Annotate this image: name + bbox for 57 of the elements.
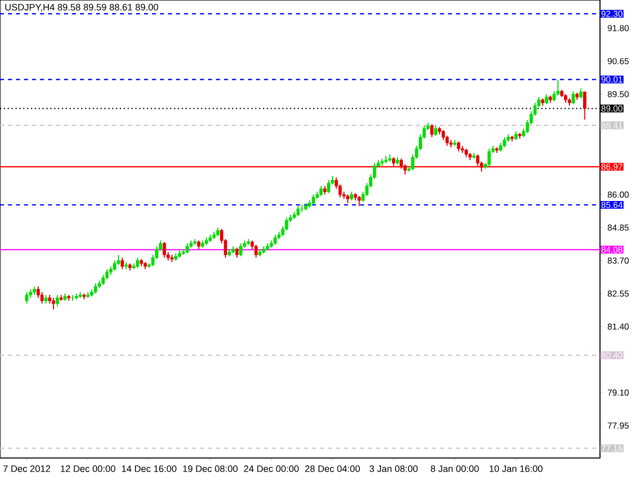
y-tick-label: 91.80 <box>608 25 629 32</box>
x-tick-label: 8 Jan 00:00 <box>430 465 479 472</box>
y-tick-label: 84.85 <box>608 224 629 231</box>
candlestick <box>502 136 506 148</box>
x-tick-label: 12 Dec 00:00 <box>60 465 116 472</box>
x-tick-label: 3 Jan 08:00 <box>370 465 418 472</box>
candlestick <box>319 185 323 197</box>
ref-line-label: 86.97 <box>601 164 622 170</box>
ref-line-label: 92.30 <box>601 10 622 17</box>
candlestick <box>556 79 560 96</box>
x-tick-label: 19 Dec 08:00 <box>183 465 238 472</box>
ref-line-label: 89.00 <box>601 105 622 112</box>
y-tick-label: 79.10 <box>608 390 629 396</box>
candlestick <box>572 90 575 105</box>
y-tick-label: 77.95 <box>608 422 629 429</box>
y-tick-label: 82.55 <box>608 290 629 297</box>
candlestick <box>274 234 277 246</box>
candlestick <box>579 88 582 99</box>
candlestick <box>583 91 586 120</box>
candlestick <box>25 292 28 304</box>
candlestick <box>94 282 98 294</box>
y-tick-label: 83.70 <box>608 258 629 264</box>
candlestick <box>162 241 166 258</box>
y-tick-label: 89.50 <box>608 91 629 98</box>
candlestick <box>235 247 239 258</box>
candlestick <box>56 294 59 308</box>
x-tick-label: 14 Dec 16:00 <box>122 465 176 472</box>
candlestick <box>456 140 460 152</box>
x-tick-label: 24 Dec 00:00 <box>244 465 299 472</box>
candlestick <box>312 194 315 206</box>
candlestick <box>116 254 120 266</box>
candlestick <box>120 257 124 270</box>
y-tick-label: 81.40 <box>608 324 629 330</box>
candlestick <box>254 244 258 258</box>
y-tick-label: 90.65 <box>608 58 629 64</box>
candlestick <box>544 94 548 105</box>
candlestick <box>358 195 361 207</box>
candlestick <box>434 125 438 136</box>
x-tick-label: 10 Jan 16:00 <box>490 465 543 472</box>
candlestick <box>453 140 456 146</box>
candlestick <box>186 242 189 254</box>
ref-line-label: 85.64 <box>601 202 622 208</box>
ref-line-label: 80.40 <box>601 352 622 358</box>
candlestick <box>430 124 434 138</box>
candlestick <box>239 242 242 257</box>
candlestick <box>488 148 491 166</box>
ref-line-label: 84.08 <box>601 246 622 253</box>
ref-line-label: 90.01 <box>601 76 622 83</box>
candlestick <box>136 257 140 268</box>
candlestick <box>327 180 330 194</box>
x-tick-label: 28 Dec 04:00 <box>305 465 360 472</box>
candlestick <box>105 268 109 280</box>
candlestick <box>296 206 300 217</box>
candlestick <box>52 297 56 310</box>
chart-title: USDJPY,H4 89.58 89.59 88.61 89.00 <box>5 4 158 12</box>
x-tick-label: 7 Dec 2012 <box>3 465 50 472</box>
y-tick-label: 86.00 <box>608 192 629 198</box>
